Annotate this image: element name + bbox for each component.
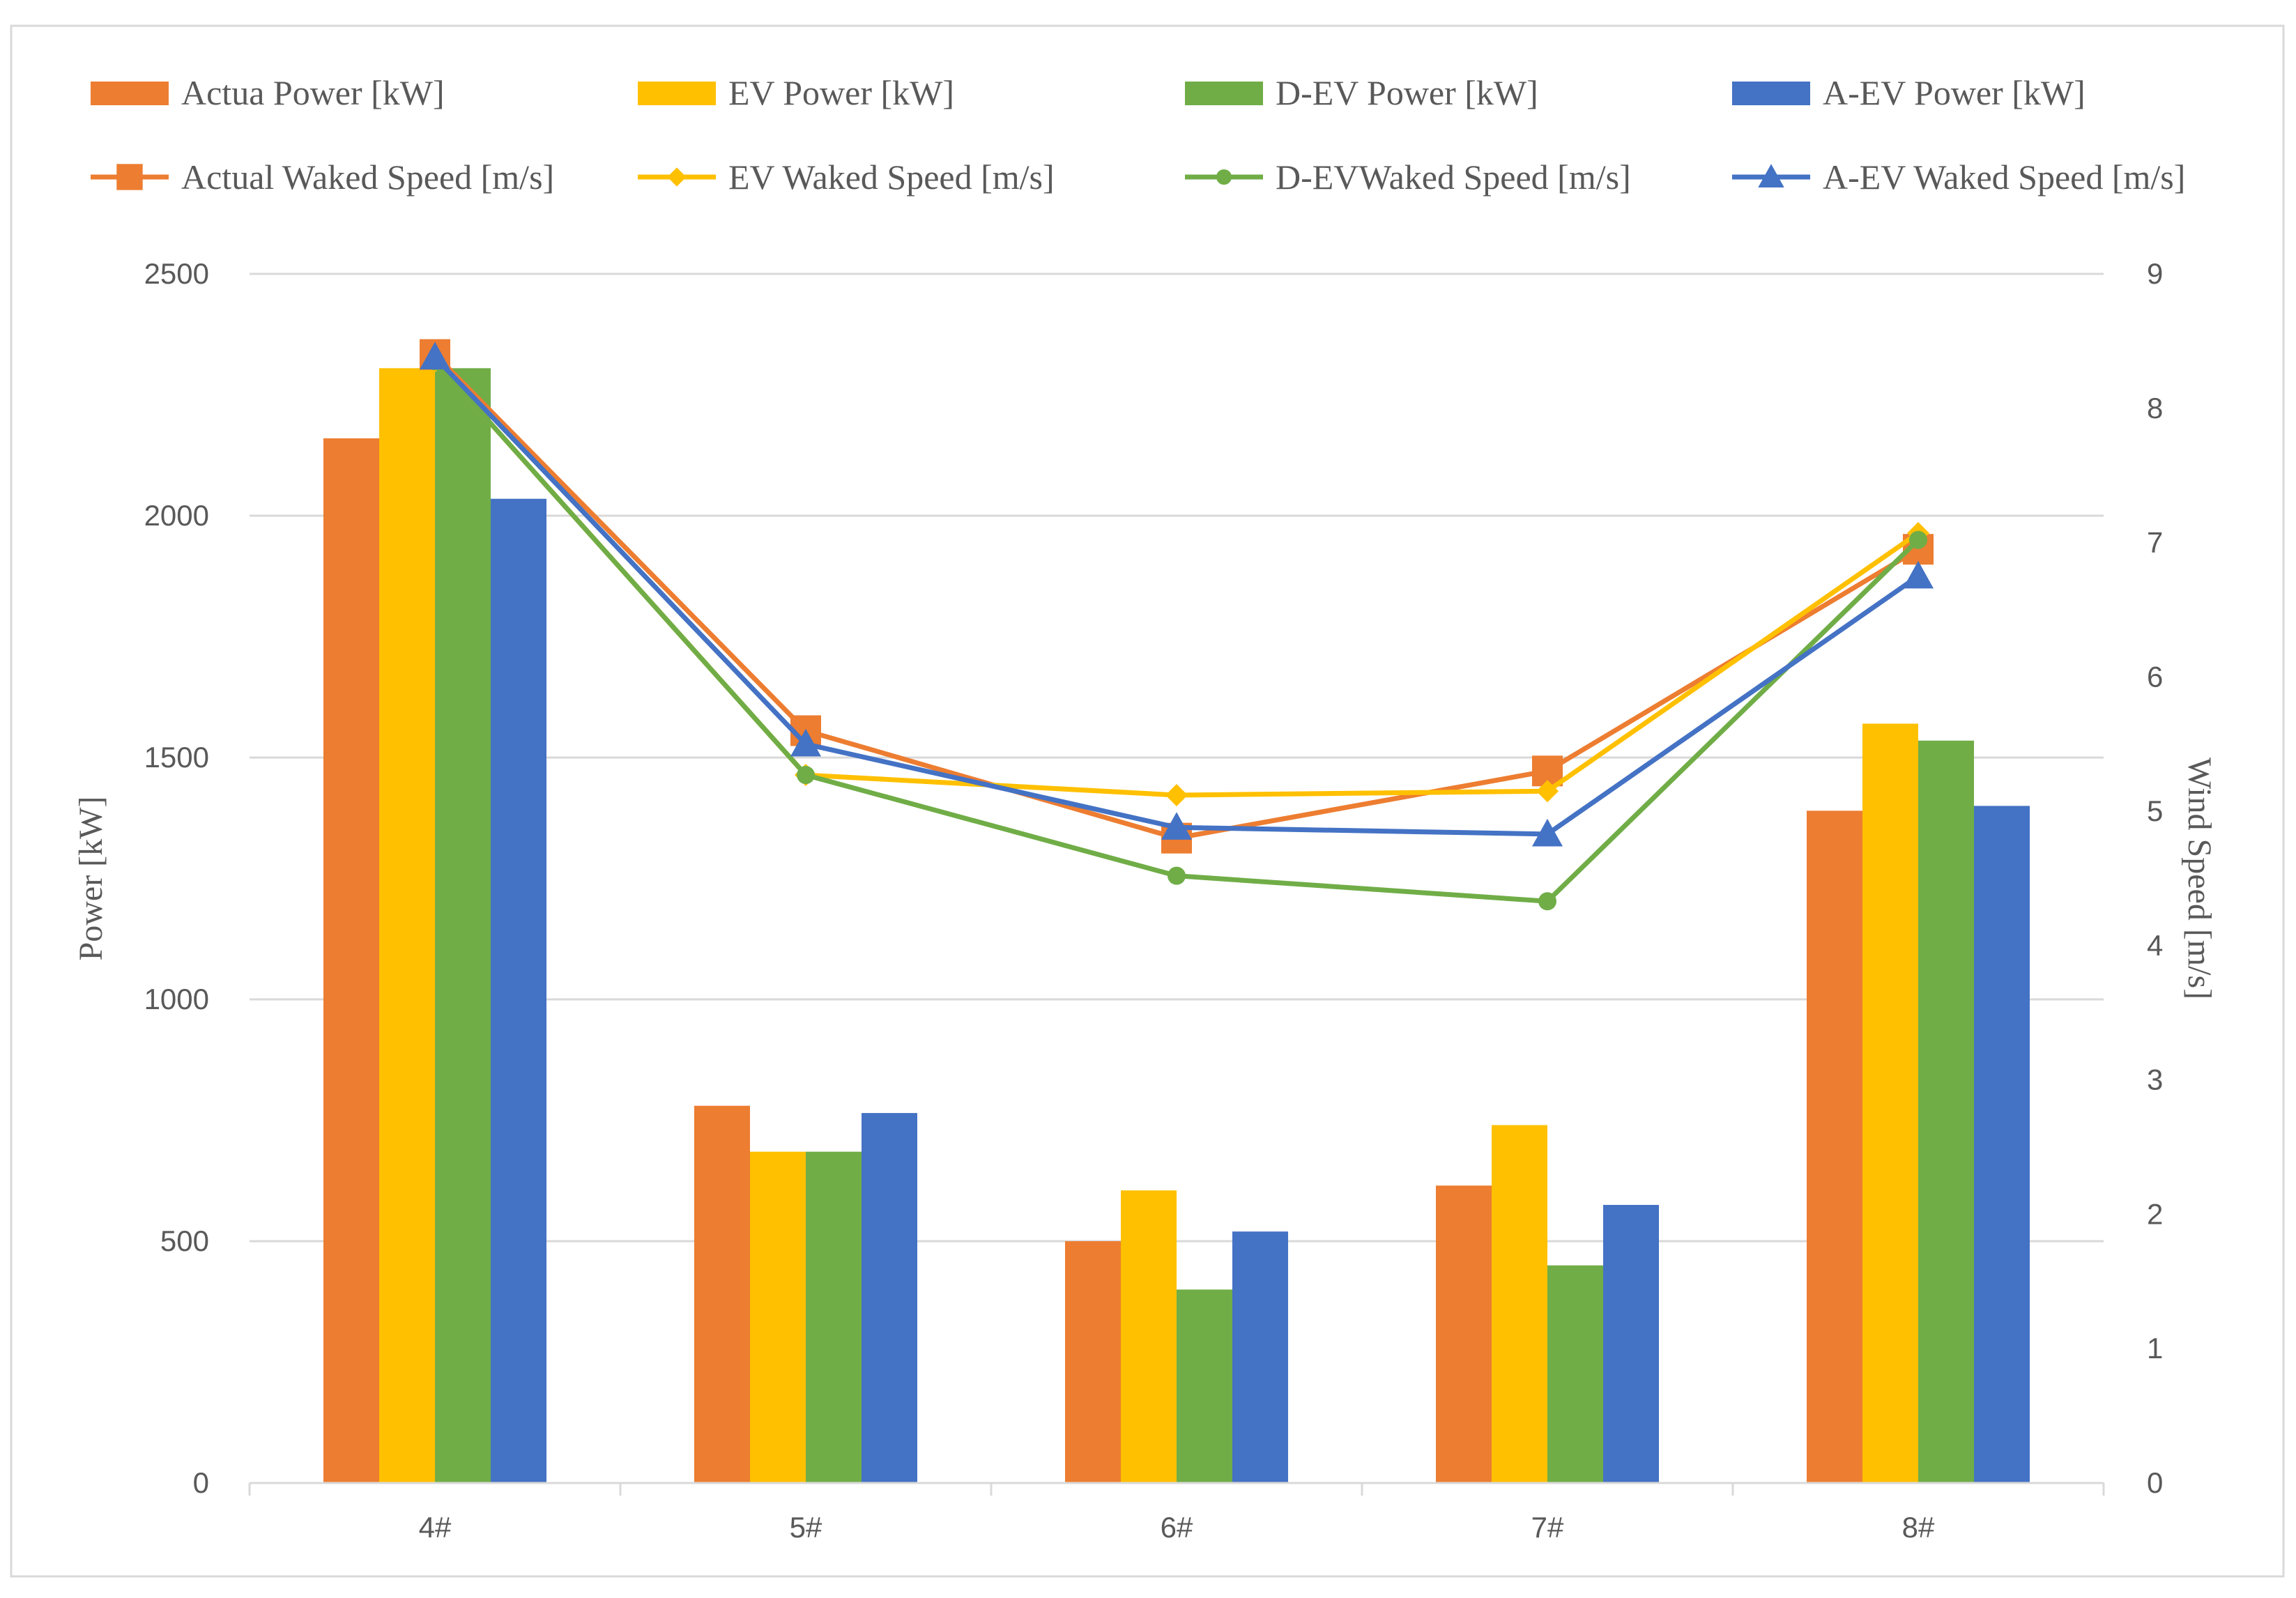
point-4-7# — [1532, 818, 1563, 847]
y-tick-label-2500: 2500 — [144, 257, 209, 290]
legend-label-line-1: Actual Waked Speed [m/s] — [181, 158, 554, 197]
y-tick-label-500: 500 — [160, 1224, 209, 1257]
bar-4-7# — [1603, 1204, 1659, 1483]
x-tick-label-8#: 8# — [1902, 1511, 1935, 1544]
y2-tick-label-4: 4 — [2147, 929, 2163, 962]
point-4-8# — [1903, 560, 1934, 589]
legend-label-line-2: EV Waked Speed [m/s] — [728, 158, 1055, 197]
x-tick-label-6#: 6# — [1161, 1511, 1193, 1544]
bar-3-7# — [1547, 1265, 1603, 1483]
y-tick-label-1500: 1500 — [144, 741, 209, 774]
y2-tick-label-2: 2 — [2147, 1197, 2163, 1230]
bar-4-5# — [862, 1113, 917, 1483]
x-tick-label-4#: 4# — [419, 1511, 452, 1544]
y2-tick-label-5: 5 — [2147, 794, 2163, 827]
bars — [323, 368, 2030, 1484]
legend-swatch-bar-3 — [1185, 82, 1263, 105]
point-3-8# — [1909, 530, 1927, 549]
bar-2-8# — [1862, 723, 1918, 1483]
legend-label-line-3: D-EVWaked Speed [m/s] — [1276, 158, 1631, 197]
legend-marker-2 — [667, 167, 687, 187]
point-4-4# — [420, 341, 450, 370]
axes: 0 500 1000 1500 2000 2500 0 1 2 3 4 5 6 7 8 9 4# 5# 6# 7# 8#… — [72, 257, 2218, 1544]
y2-tick-label-7: 7 — [2147, 526, 2163, 559]
x-tick-label-5#: 5# — [790, 1511, 822, 1544]
y2-tick-label-9: 9 — [2147, 257, 2163, 290]
bar-3-8# — [1918, 740, 1974, 1483]
bar-2-5# — [750, 1151, 806, 1483]
y-tick-label-0: 0 — [193, 1466, 209, 1499]
point-2-7# — [1536, 780, 1559, 803]
legend-label-bar-1: Actua Power [kW] — [181, 73, 445, 112]
legend-label-line-4: A-EV Waked Speed [m/s] — [1823, 158, 2185, 197]
y2-axis-title: Wind Speed [m/s] — [2181, 758, 2218, 999]
bar-2-4# — [379, 368, 435, 1483]
bar-1-7# — [1436, 1185, 1492, 1483]
bar-3-6# — [1177, 1289, 1232, 1483]
x-tick-label-7#: 7# — [1531, 1511, 1564, 1544]
gridlines — [250, 272, 2104, 1243]
y-axis-title: Power [kW] — [72, 797, 109, 961]
legend-marker-3 — [1216, 169, 1232, 185]
legend-swatch-bar-2 — [638, 82, 716, 105]
bar-2-6# — [1121, 1190, 1177, 1483]
point-4-6# — [1161, 812, 1192, 840]
legend-label-bar-3: D-EV Power [kW] — [1276, 73, 1538, 112]
bar-1-5# — [694, 1105, 750, 1483]
point-3-5# — [797, 766, 815, 785]
legend-marker-1 — [116, 164, 143, 190]
bar-2-7# — [1492, 1125, 1547, 1483]
legend-swatch-bar-4 — [1732, 82, 1810, 105]
y2-tick-label-3: 3 — [2147, 1063, 2163, 1096]
bar-3-5# — [806, 1151, 862, 1483]
legend-swatch-bar-1 — [91, 82, 169, 105]
y-tick-label-1000: 1000 — [144, 983, 209, 1015]
y-tick-label-2000: 2000 — [144, 499, 209, 532]
bar-1-4# — [323, 438, 379, 1484]
point-4-5# — [790, 728, 821, 757]
y2-tick-label-8: 8 — [2147, 392, 2163, 424]
bar-4-8# — [1974, 806, 2030, 1483]
legend-marker-4 — [1758, 164, 1784, 187]
y2-tick-label-6: 6 — [2147, 660, 2163, 693]
y2-tick-label-0: 0 — [2147, 1466, 2163, 1499]
bar-4-4# — [491, 498, 546, 1484]
point-3-7# — [1538, 892, 1556, 911]
legend-label-bar-4: A-EV Power [kW] — [1823, 73, 2085, 112]
bar-1-8# — [1807, 810, 1862, 1483]
bar-3-4# — [435, 368, 491, 1483]
y2-tick-label-1: 1 — [2147, 1332, 2163, 1365]
lines — [420, 339, 1934, 911]
bar-1-6# — [1065, 1241, 1121, 1483]
legend-label-bar-2: EV Power [kW] — [728, 73, 954, 112]
bar-4-6# — [1232, 1231, 1288, 1483]
legend: Actua Power [kW] EV Power [kW] D-EV Power … — [91, 73, 2185, 197]
point-2-6# — [1165, 783, 1188, 806]
point-3-6# — [1168, 866, 1186, 885]
